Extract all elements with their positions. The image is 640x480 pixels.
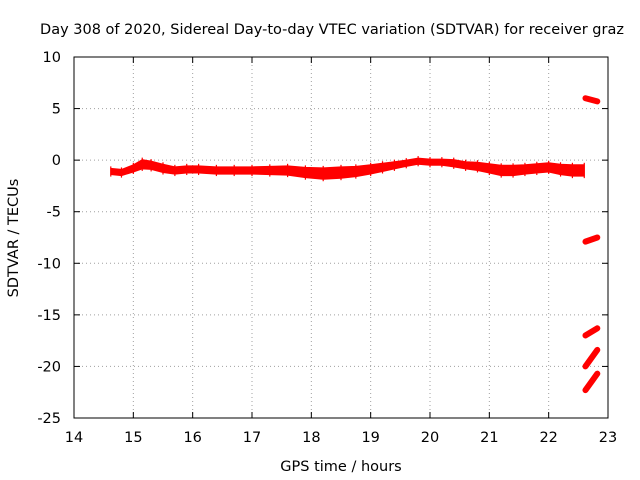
- data-points: [110, 156, 585, 182]
- x-tick-label: 18: [302, 430, 320, 446]
- y-tick-labels: 10 5 0 -5 -10 -15 -20 -25: [37, 50, 61, 427]
- x-tick-label: 15: [124, 430, 142, 446]
- data-segment: [582, 346, 601, 370]
- y-tick-label: -25: [37, 411, 61, 427]
- plot-border: [73, 56, 609, 419]
- y-tick-label: -10: [37, 256, 61, 272]
- x-axis-label: GPS time / hours: [280, 459, 401, 475]
- x-tick-label: 22: [539, 430, 557, 446]
- data-segment: [582, 95, 601, 105]
- tick-marks: [73, 56, 609, 419]
- x-tick-label: 21: [480, 430, 498, 446]
- data-layer: [110, 95, 601, 394]
- y-tick-label: -15: [37, 308, 61, 324]
- x-tick-label: 19: [361, 430, 379, 446]
- data-segment: [582, 234, 601, 245]
- y-tick-label: 5: [52, 102, 61, 118]
- y-tick-label: -5: [47, 205, 61, 221]
- x-tick-label: 20: [421, 430, 439, 446]
- data-segment: [582, 370, 601, 394]
- x-tick-label: 23: [599, 430, 617, 446]
- x-tick-label: 17: [243, 430, 261, 446]
- x-tick-label: 14: [65, 430, 83, 446]
- chart-title: Day 308 of 2020, Sidereal Day-to-day VTE…: [40, 22, 624, 38]
- y-tick-label: 10: [43, 50, 61, 66]
- grid: [74, 57, 608, 418]
- y-axis-label: SDTVAR / TECUs: [6, 179, 22, 298]
- data-segment: [582, 325, 601, 339]
- y-tick-label: 0: [52, 153, 61, 169]
- x-tick-label: 16: [183, 430, 201, 446]
- y-tick-label: -20: [37, 359, 61, 375]
- x-tick-labels: 14 15 16 17 18 19 20 21 22 23: [65, 430, 617, 446]
